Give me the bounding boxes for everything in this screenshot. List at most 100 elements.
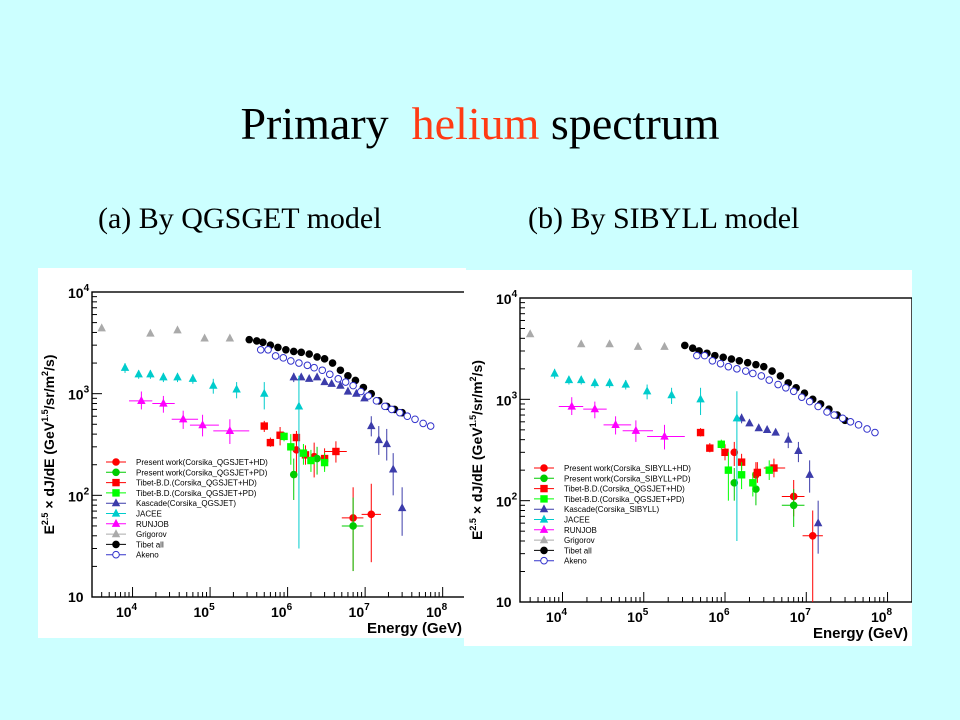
y-tick-label: 104 bbox=[496, 289, 518, 307]
data-point bbox=[297, 372, 306, 381]
data-point bbox=[741, 367, 750, 375]
data-point bbox=[97, 323, 106, 332]
series-akeno bbox=[256, 346, 435, 430]
legend-marker bbox=[540, 464, 548, 472]
legend-entry: Akeno bbox=[564, 557, 587, 566]
data-point bbox=[762, 424, 772, 433]
data-point bbox=[797, 393, 806, 401]
x-tick-label: 107 bbox=[790, 607, 812, 625]
data-point bbox=[344, 371, 352, 380]
data-point bbox=[260, 422, 268, 430]
legend-marker bbox=[112, 458, 120, 466]
data-point bbox=[719, 353, 728, 362]
data-point bbox=[776, 372, 785, 380]
plot-frame bbox=[91, 291, 466, 598]
data-point bbox=[642, 386, 652, 395]
legend-marker bbox=[112, 550, 120, 559]
legend-marker bbox=[539, 524, 549, 533]
data-point bbox=[590, 378, 600, 387]
data-point bbox=[667, 390, 676, 399]
data-point bbox=[730, 448, 739, 457]
series-grigorov bbox=[525, 329, 669, 350]
data-point bbox=[305, 350, 314, 358]
data-point bbox=[374, 435, 384, 444]
legend-entry: Tibet-B.D.(Corsika_QGSJET+PD) bbox=[564, 495, 685, 504]
data-point bbox=[382, 439, 391, 448]
legend-entry: Akeno bbox=[136, 551, 159, 560]
data-point bbox=[173, 372, 182, 381]
x-tick-label: 105 bbox=[193, 602, 215, 620]
series-present-work-corsika-qgsjet-pd bbox=[289, 446, 364, 572]
data-point bbox=[576, 375, 586, 384]
data-point bbox=[292, 433, 301, 442]
legend-marker bbox=[540, 546, 548, 555]
data-point bbox=[159, 398, 168, 407]
data-point bbox=[805, 469, 814, 478]
subtitle-sibyll: (b) By SIBYLL model bbox=[528, 202, 800, 235]
data-point bbox=[395, 408, 404, 417]
data-point bbox=[696, 394, 705, 403]
data-point bbox=[611, 419, 620, 428]
data-point bbox=[245, 335, 254, 344]
data-point bbox=[367, 510, 376, 519]
x-tick-label: 108 bbox=[871, 607, 893, 625]
y-tick-label: 103 bbox=[68, 385, 90, 403]
y-tick-label: 103 bbox=[496, 390, 518, 408]
legend-marker bbox=[111, 508, 121, 517]
data-point bbox=[188, 373, 198, 382]
data-point bbox=[332, 447, 340, 456]
data-point bbox=[289, 470, 298, 479]
slide-title: Primary helium spectrum bbox=[0, 97, 960, 150]
data-point bbox=[808, 532, 817, 540]
data-point bbox=[264, 346, 272, 354]
data-point bbox=[745, 418, 754, 427]
data-point bbox=[813, 518, 823, 527]
x-axis-label: Energy (GeV) bbox=[813, 625, 908, 642]
data-point bbox=[289, 372, 298, 381]
data-point bbox=[846, 418, 855, 426]
data-point bbox=[567, 401, 576, 410]
data-point bbox=[717, 440, 725, 448]
data-point bbox=[159, 372, 168, 381]
data-point bbox=[660, 341, 669, 350]
data-point bbox=[737, 471, 746, 479]
data-point bbox=[743, 358, 752, 367]
legend-marker bbox=[112, 478, 120, 487]
data-point bbox=[789, 387, 798, 396]
data-point bbox=[700, 351, 709, 360]
y-axis-label: E2.5 × dJ/dE (GeV1.5/sr/m2/s) bbox=[40, 355, 57, 535]
data-point bbox=[271, 352, 280, 360]
data-point bbox=[838, 414, 847, 423]
legend-marker bbox=[112, 540, 120, 549]
data-point bbox=[716, 359, 725, 368]
data-point bbox=[754, 423, 763, 432]
data-point bbox=[724, 362, 733, 371]
legend-entry: Present work(Corsika_QGSJET+PD) bbox=[136, 468, 268, 477]
data-point bbox=[146, 328, 155, 337]
data-point bbox=[426, 422, 435, 430]
data-point bbox=[706, 444, 714, 452]
x-tick-label: 105 bbox=[627, 607, 649, 625]
data-point bbox=[863, 425, 871, 433]
legend-marker bbox=[540, 495, 548, 503]
series-runjob bbox=[128, 391, 250, 444]
data-point bbox=[525, 329, 535, 338]
data-point bbox=[336, 380, 345, 389]
data-point bbox=[732, 413, 742, 422]
x-tick-label: 104 bbox=[546, 607, 568, 625]
legend: Present work(Corsika_QGSJET+HD)Present w… bbox=[106, 458, 268, 560]
data-point bbox=[146, 369, 155, 378]
chart-panel-qgsjet: 104 105 106 107 108 10 102 103 104 Energy (GeV) E2… bbox=[38, 268, 466, 638]
data-point bbox=[590, 404, 600, 413]
legend-entry: Present work(Corsika_QGSJET+HD) bbox=[136, 458, 268, 467]
data-point bbox=[749, 369, 757, 378]
series-akeno bbox=[693, 351, 879, 437]
data-point bbox=[752, 485, 760, 493]
series-tibet-b-d-corsika-qgsjet-pd bbox=[717, 439, 773, 501]
data-point bbox=[343, 386, 353, 395]
y-tick-label: 102 bbox=[68, 486, 90, 504]
data-point bbox=[357, 387, 365, 396]
legend-marker bbox=[112, 489, 120, 497]
data-point bbox=[325, 370, 334, 379]
data-point bbox=[388, 464, 398, 473]
